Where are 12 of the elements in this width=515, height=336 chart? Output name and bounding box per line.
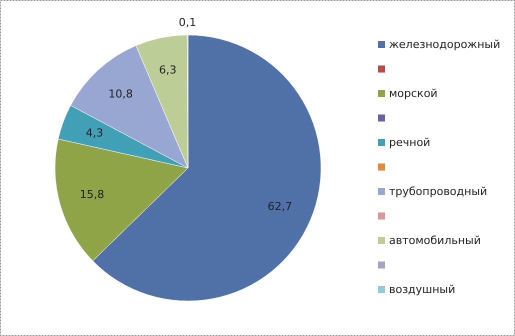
legend-label: речной [389,136,430,150]
legend-label: воздушный [389,283,456,296]
data-label: 10,8 [108,87,133,100]
data-label: 4,3 [86,126,104,140]
legend-label: морской [389,87,438,100]
data-label: 0,1 [178,16,196,30]
legend-label: автомобильный [389,234,481,248]
data-label: 15,8 [80,188,104,202]
data-label: 62,7 [268,200,292,213]
legend-label: железнодорожный [389,38,500,52]
data-label: 6,3 [159,63,177,76]
legend-label: трубопроводный [389,185,488,198]
